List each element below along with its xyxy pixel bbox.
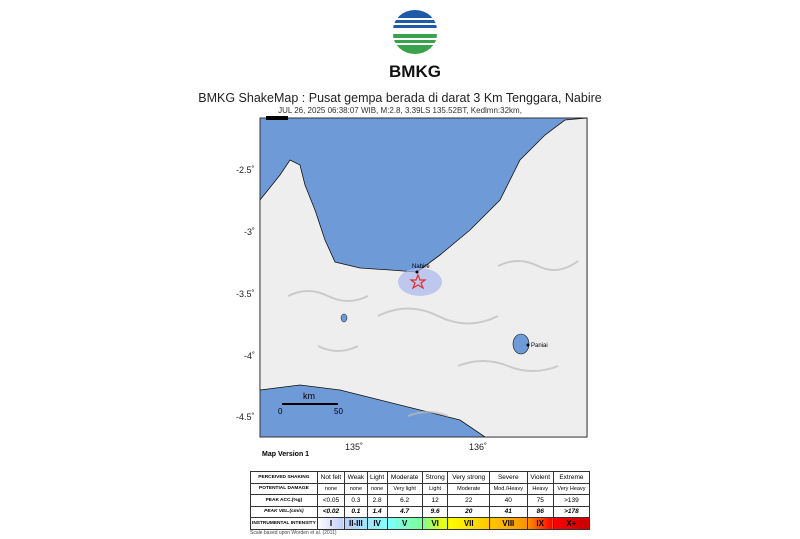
- legend-cell: none: [316, 482, 346, 495]
- legend-cell: 1.4: [366, 505, 388, 518]
- map-subtitle: JUL 26, 2025 06:38:07 WIB, M:2.8, 3.39LS…: [278, 106, 522, 115]
- lat-tick: -3˚: [244, 227, 255, 237]
- legend-cell: PERCEIVED SHAKING: [250, 471, 318, 484]
- lat-tick: -3.5˚: [236, 289, 255, 299]
- bmkg-logo-icon: [393, 10, 437, 54]
- lat-tick: -4˚: [244, 351, 255, 361]
- map-title: BMKG ShakeMap : Pusat gempa berada di da…: [198, 91, 602, 105]
- legend-cell: 75: [526, 494, 554, 507]
- legend-cell: X+: [552, 517, 591, 530]
- legend-cell: Moderate: [447, 482, 491, 495]
- legend-cell: IV: [366, 517, 388, 530]
- legend-cell: >178: [552, 505, 591, 518]
- legend-cell: Light: [421, 482, 449, 495]
- lat-tick: -2.5˚: [236, 165, 255, 175]
- legend-cell: 41: [489, 505, 528, 518]
- legend-cell: V: [386, 517, 423, 530]
- map-version: Map Version 1: [262, 451, 310, 458]
- legend-cell: Very strong: [447, 471, 491, 484]
- legend-cell: <0.05: [316, 494, 346, 507]
- legend-cell: Not felt: [316, 471, 346, 484]
- legend-cell: 9.6: [421, 505, 449, 518]
- legend-cell: VIII: [489, 517, 528, 530]
- intensity-legend: PERCEIVED SHAKING Not felt Weak Light Modera…: [250, 471, 591, 530]
- legend-cell: PEAK ACC.(%g): [250, 494, 318, 507]
- place-nabire: Nabire: [412, 264, 430, 270]
- legend-cell: Extreme: [552, 471, 591, 484]
- logo-text: BMKG: [389, 62, 441, 81]
- legend-cell: INSTRUMENTAL INTENSITY: [250, 517, 318, 530]
- legend-cell: VII: [447, 517, 491, 530]
- scale-unit: km: [303, 391, 315, 401]
- legend-cell: Mod./Heavy: [489, 482, 528, 495]
- intensity-zone: [398, 268, 442, 296]
- legend-cell: 20: [447, 505, 491, 518]
- scale-note: Scale based upon Worden et al. (2011): [250, 530, 337, 536]
- svg-text:0: 0: [278, 407, 283, 416]
- shakemap[interactable]: Nabire Paniai km 0 50: [258, 116, 590, 440]
- lon-tick: 136˚: [469, 442, 488, 452]
- legend-cell: 0.3: [344, 494, 368, 507]
- legend-cell: PEAK VEL.(cm/s): [250, 505, 318, 518]
- legend-cell: Very light: [386, 482, 423, 495]
- legend-cell: >139: [552, 494, 591, 507]
- legend-cell: Heavy: [526, 482, 554, 495]
- legend-cell: 40: [489, 494, 528, 507]
- legend-cell: 6.2: [386, 494, 423, 507]
- legend-cell: Violent: [526, 471, 554, 484]
- legend-cell: 4.7: [386, 505, 423, 518]
- lon-tick: 135˚: [345, 442, 364, 452]
- svg-text:50: 50: [334, 407, 343, 416]
- legend-cell: I: [316, 517, 346, 530]
- star-icon: [409, 273, 427, 290]
- scale-bar: [282, 403, 338, 405]
- legend-cell: IX: [526, 517, 554, 530]
- legend-cell: Strong: [421, 471, 449, 484]
- legend-cell: II-III: [344, 517, 368, 530]
- legend-cell: 2.8: [366, 494, 388, 507]
- legend-cell: 86: [526, 505, 554, 518]
- legend-cell: 22: [447, 494, 491, 507]
- legend-cell: <0.02: [316, 505, 346, 518]
- legend-cell: none: [366, 482, 388, 495]
- legend-cell: Very Heavy: [552, 482, 591, 495]
- legend-cell: Severe: [489, 471, 528, 484]
- legend-cell: 12: [421, 494, 449, 507]
- lat-tick: -4.5˚: [236, 412, 255, 422]
- place-paniai: Paniai: [531, 343, 548, 349]
- legend-cell: POTENTIAL DAMAGE: [250, 482, 318, 495]
- legend-cell: none: [344, 482, 368, 495]
- legend-cell: Weak: [344, 471, 368, 484]
- legend-cell: Light: [366, 471, 388, 484]
- lake-paniai: [512, 333, 530, 355]
- legend-cell: VI: [421, 517, 449, 530]
- legend-cell: 0.1: [344, 505, 368, 518]
- legend-cell: Moderate: [386, 471, 423, 484]
